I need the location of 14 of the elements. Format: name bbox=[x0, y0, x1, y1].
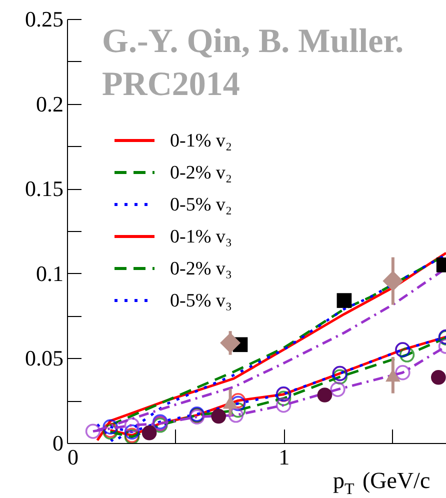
y-tick-label: 0.25 bbox=[25, 6, 64, 32]
y-tick-label: 0.05 bbox=[25, 346, 64, 371]
legend-label: 0-5% v₃ bbox=[170, 290, 232, 312]
legend-label: 0-1% v₂ bbox=[170, 130, 232, 152]
annotation: G.-Y. Qin, B. Muller. bbox=[102, 23, 404, 60]
y-tick-label: 0.1 bbox=[36, 260, 64, 286]
annotation: PRC2014 bbox=[102, 66, 240, 103]
y-tick-label: 0.15 bbox=[25, 176, 64, 202]
legend-label: 0-5% v₂ bbox=[170, 194, 232, 216]
x-tick-label: 1 bbox=[278, 444, 290, 470]
legend-label: 0-2% v₃ bbox=[170, 258, 232, 280]
legend-label: 0-2% v₂ bbox=[170, 162, 232, 184]
legend-label: 0-1% v₃ bbox=[170, 226, 232, 248]
y-tick-label: 0.2 bbox=[36, 91, 64, 116]
